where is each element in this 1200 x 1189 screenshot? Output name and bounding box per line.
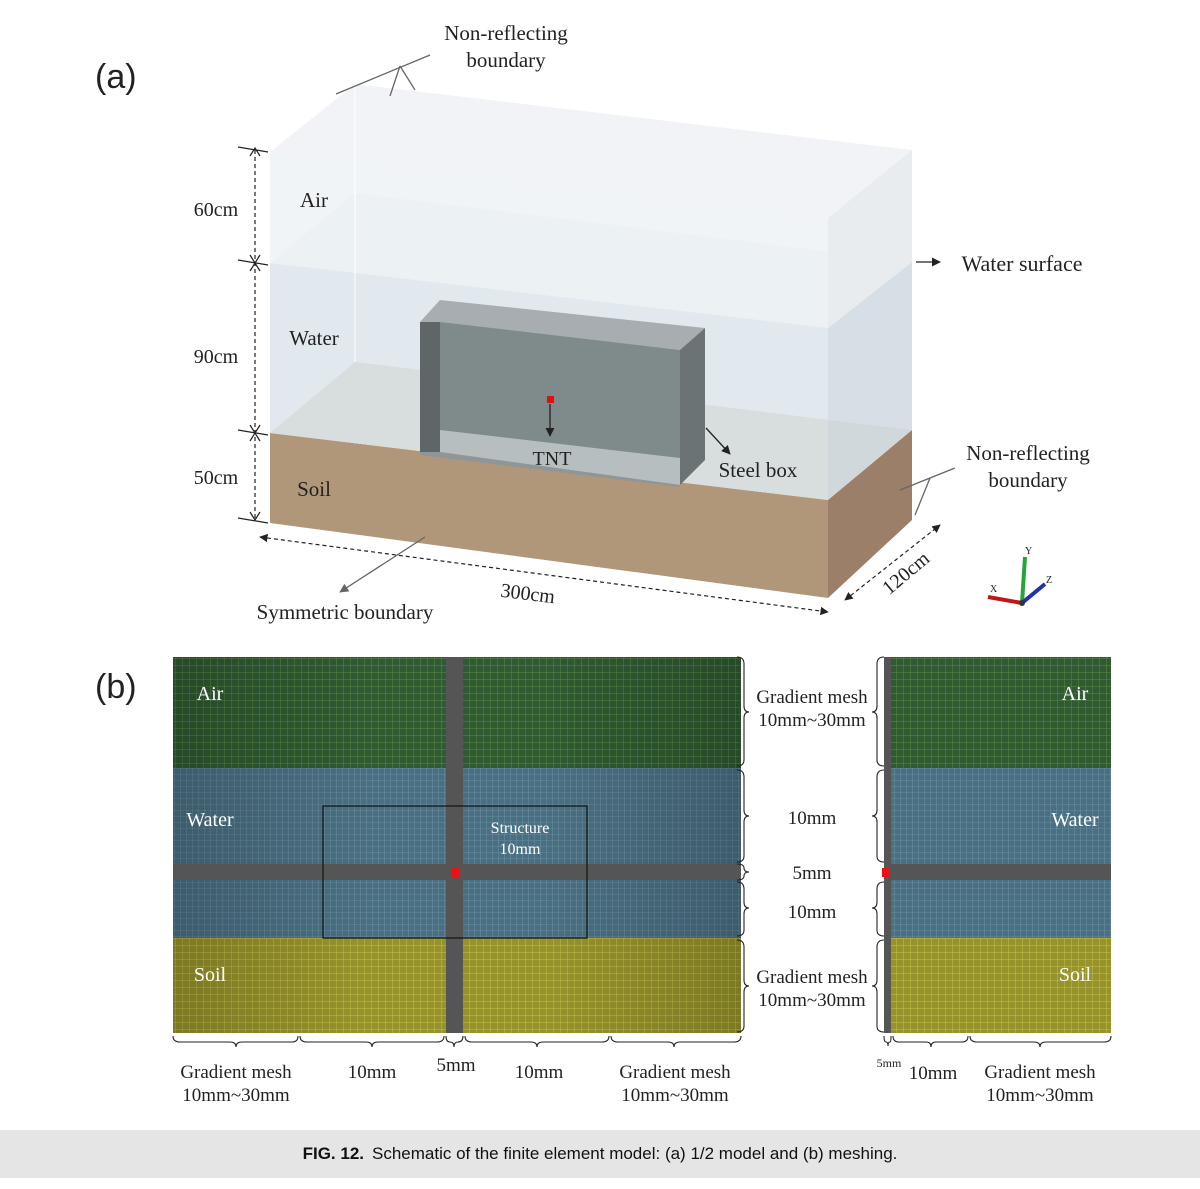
symmetric-boundary-arrow	[339, 536, 426, 593]
depth-label: 120cm	[878, 547, 934, 599]
axis-z-label: Z	[1046, 575, 1052, 586]
mesh-air-label: Air	[197, 683, 224, 705]
axis-triad: X Y Z	[987, 546, 1052, 606]
tnt-charge	[547, 396, 554, 403]
depth-dimension-line	[844, 524, 941, 601]
bottom-left-gradient-line1: Gradient mesh	[180, 1062, 292, 1083]
bottom-braces	[172, 1035, 742, 1048]
right-braces	[736, 656, 750, 1033]
panel-a-label: (a)	[95, 58, 137, 96]
steel-box-label: Steel box	[719, 458, 798, 482]
water-layer-label: Water	[289, 326, 339, 350]
right-gradient-bottom-line2: 10mm~30mm	[758, 990, 866, 1011]
air-side-face	[828, 150, 912, 328]
water-side-face	[828, 262, 912, 500]
nonreflecting-top-line1: Non-reflecting	[444, 21, 568, 45]
axis-y-label: Y	[1025, 546, 1032, 557]
steel-box	[420, 300, 705, 487]
right-water-lower-label: 10mm	[788, 902, 837, 923]
soil-layer-label: Soil	[297, 477, 331, 501]
panel-b: (b) Air Water Soil Structure 10mm Gradie…	[95, 656, 1112, 1106]
charge-marker	[451, 868, 459, 877]
air-front-face	[270, 152, 828, 328]
vertical-dimensions	[237, 146, 269, 524]
soil-height-label: 50cm	[194, 467, 239, 489]
water-surface-label: Water surface	[962, 251, 1083, 276]
steel-box-arrow	[705, 427, 731, 455]
right-water-upper-label: 10mm	[788, 808, 837, 829]
side-air-label: Air	[1062, 683, 1089, 705]
side-water-label: Water	[1051, 809, 1099, 831]
right-gradient-bottom-line1: Gradient mesh	[756, 967, 868, 988]
air-layer-label: Air	[300, 188, 328, 212]
side-band-label: 5mm	[877, 1056, 902, 1070]
side-gradient-line2: 10mm~30mm	[986, 1085, 1094, 1106]
bottom-center-label: 5mm	[436, 1055, 475, 1076]
right-gradient-top-line2: 10mm~30mm	[758, 710, 866, 731]
symmetric-boundary-label: Symmetric boundary	[257, 600, 434, 624]
nonreflecting-right-pointer	[899, 467, 956, 516]
bottom-left-fine-label: 10mm	[348, 1062, 397, 1083]
main-mesh: Air Water Soil Structure 10mm	[173, 657, 741, 1033]
caption-label: FIG. 12.	[302, 1144, 365, 1163]
figure-caption: FIG. 12. Schematic of the finite element…	[0, 1130, 1200, 1178]
axis-x-label: X	[990, 584, 998, 595]
vertical-band-5mm	[446, 657, 463, 1033]
panel-a: (a) TNT Steel box Air Wat	[95, 21, 1090, 624]
side-vertical-band-5mm	[884, 657, 891, 1033]
nonreflecting-top-line2: boundary	[466, 48, 546, 72]
side-bottom-braces	[883, 1035, 1112, 1048]
mesh-water-label: Water	[186, 809, 234, 831]
side-fine-label: 10mm	[909, 1063, 958, 1084]
structure-label-line2: 10mm	[500, 841, 541, 858]
bottom-right-gradient-line1: Gradient mesh	[619, 1062, 731, 1083]
panel-b-label: (b)	[95, 668, 137, 706]
bottom-left-gradient-line2: 10mm~30mm	[182, 1085, 290, 1106]
air-height-label: 60cm	[194, 199, 239, 221]
structure-label-line1: Structure	[491, 820, 550, 837]
nonreflecting-right-line2: boundary	[988, 468, 1068, 492]
side-mesh: Air Water Soil	[882, 657, 1111, 1033]
nonreflecting-right-line1: Non-reflecting	[966, 441, 1090, 465]
side-horizontal-band-5mm	[884, 864, 1111, 880]
air-top-face	[270, 84, 912, 218]
mesh-soil-label: Soil	[194, 964, 227, 986]
side-charge-marker	[882, 868, 890, 877]
bottom-right-gradient-line2: 10mm~30mm	[621, 1085, 729, 1106]
structure-outline	[322, 805, 588, 939]
right-center-band-label: 5mm	[792, 863, 831, 884]
side-soil-label: Soil	[1059, 964, 1092, 986]
bottom-right-fine-label: 10mm	[515, 1062, 564, 1083]
tnt-label: TNT	[533, 448, 572, 470]
water-height-label: 90cm	[194, 346, 239, 368]
length-label: 300cm	[499, 580, 556, 609]
side-gradient-line1: Gradient mesh	[984, 1062, 1096, 1083]
right-gradient-top-line1: Gradient mesh	[756, 687, 868, 708]
length-dimension-line	[259, 533, 829, 616]
caption-text: Schematic of the finite element model: (…	[372, 1144, 898, 1163]
nonreflecting-top-pointer	[335, 54, 431, 97]
side-left-braces	[871, 656, 885, 1033]
